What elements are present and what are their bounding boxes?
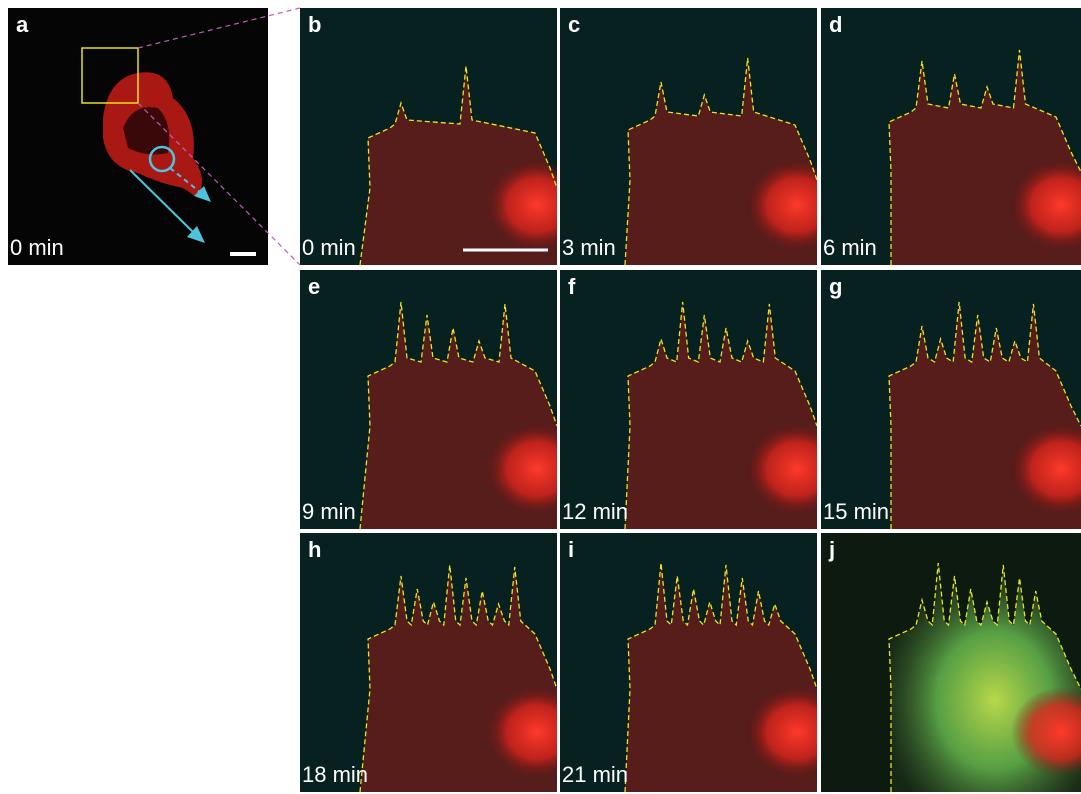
panel: c 3 min <box>560 8 847 265</box>
image <box>560 533 847 792</box>
image <box>560 270 847 529</box>
time-label: 21 min <box>562 762 628 787</box>
panel-label: d <box>829 12 842 37</box>
panel-label: b <box>308 12 321 37</box>
panel-label: c <box>568 12 580 37</box>
panel: f 12 min <box>560 270 847 529</box>
panel-label: f <box>568 274 576 299</box>
image <box>300 270 587 529</box>
image <box>821 533 1081 792</box>
panel: g 15 min <box>821 270 1081 529</box>
image <box>560 8 847 265</box>
time-label: 0 min <box>10 235 64 260</box>
panel: d 6 min <box>821 8 1081 265</box>
panel-label: h <box>308 537 321 562</box>
time-label: 6 min <box>823 235 877 260</box>
panel-label: e <box>308 274 320 299</box>
panel-label: a <box>16 12 29 37</box>
time-label: 3 min <box>562 235 616 260</box>
panel: a 0 min <box>8 8 268 265</box>
time-label: 15 min <box>823 499 889 524</box>
image <box>821 8 1081 265</box>
time-label: 12 min <box>562 499 628 524</box>
image <box>821 270 1081 529</box>
image <box>8 8 268 265</box>
panel: h 18 min <box>300 533 587 792</box>
image <box>300 533 587 792</box>
panel: e 9 min <box>300 270 587 529</box>
panel-label: g <box>829 274 842 299</box>
time-label: 0 min <box>302 235 356 260</box>
time-label: 18 min <box>302 762 368 787</box>
time-label: 9 min <box>302 499 356 524</box>
panel-label: j <box>828 537 835 562</box>
panel: b 0 min <box>300 8 587 265</box>
image <box>300 8 587 265</box>
panel: i 21 min <box>560 533 847 792</box>
panel-label: i <box>568 537 574 562</box>
figure: a 0 min b 0 min c 3 min d 6 min e 9 min f 12 min g 15… <box>0 0 1081 794</box>
panel: j <box>821 533 1081 792</box>
